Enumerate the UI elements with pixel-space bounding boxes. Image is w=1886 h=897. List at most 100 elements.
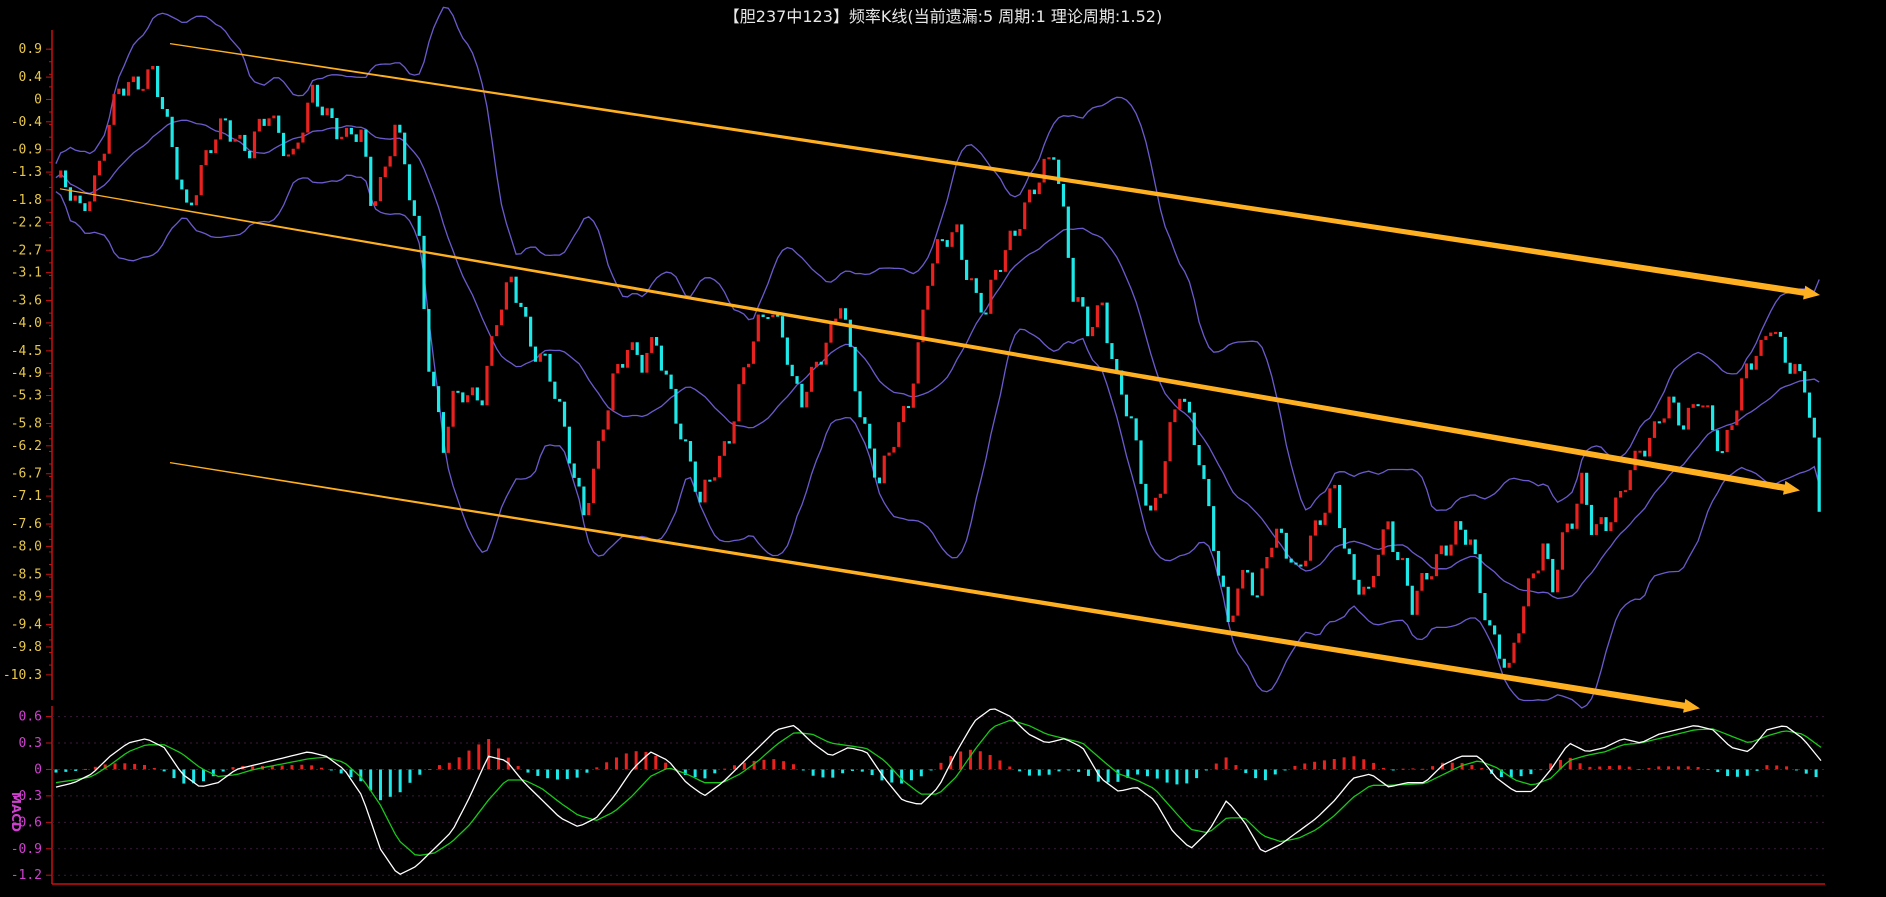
macd-bar-down (388, 769, 392, 797)
candle-up (1691, 404, 1695, 408)
candle-up (141, 88, 145, 91)
candle-up (252, 131, 257, 159)
candle-down (1396, 551, 1400, 561)
candle-up (1420, 572, 1424, 591)
candle-up (238, 134, 242, 139)
candle-up (291, 148, 295, 155)
candle-up (1158, 493, 1162, 498)
macd-bar-up (516, 766, 520, 770)
macd-bar-up (93, 766, 97, 770)
macd-tick-label: 0.3 (19, 736, 42, 751)
candle-up (616, 364, 620, 374)
macd-bar-down (1519, 769, 1523, 777)
candle-up (373, 201, 378, 206)
macd-bar-up (447, 762, 451, 770)
macd-bar-down (909, 769, 913, 781)
candle-up (1323, 512, 1327, 525)
candle-down (853, 346, 857, 392)
candle-down (698, 491, 702, 503)
macd-bar-down (585, 769, 589, 773)
candle-up (1560, 532, 1565, 570)
candle-up (814, 361, 819, 367)
macd-bar-up (437, 765, 441, 770)
macd-bar-up (1676, 766, 1680, 770)
candle-down (243, 134, 247, 151)
macd-bar-up (1617, 765, 1621, 770)
candle-down (1478, 554, 1482, 594)
candle-down (674, 388, 678, 424)
candle-down (848, 319, 852, 347)
candle-up (1618, 490, 1623, 498)
macd-bar-up (939, 762, 943, 770)
macd-bar-up (1381, 767, 1385, 770)
candle-down (1749, 363, 1753, 370)
candle-down (819, 361, 823, 365)
candle-up (1614, 497, 1618, 523)
candle-down (582, 486, 586, 516)
candle-up (93, 175, 97, 202)
candle-down (858, 391, 862, 418)
candle-up (1090, 327, 1095, 337)
candle-down (1187, 401, 1192, 413)
y-tick-label: -2.2 (11, 215, 42, 230)
candle-down (1052, 157, 1056, 160)
macd-bar-up (998, 760, 1002, 770)
y-tick-label: -5.3 (11, 389, 42, 404)
candle-up (490, 336, 494, 366)
candle-up (1580, 472, 1584, 504)
macd-bar-down (1509, 769, 1513, 778)
candle-up (1522, 606, 1526, 634)
candle-up (805, 391, 809, 408)
candle-up (102, 153, 106, 161)
candle-down (1391, 521, 1395, 552)
macd-bar-down (900, 769, 904, 784)
candle-up (1434, 554, 1439, 577)
candle-down (1013, 230, 1017, 236)
candle-down (727, 441, 731, 444)
candle-down (679, 423, 683, 440)
macd-bar-up (1362, 759, 1366, 770)
macd-tick-label: -0.9 (11, 842, 42, 857)
candle-down (349, 127, 353, 135)
candle-up (306, 102, 310, 133)
candle-down (1546, 543, 1550, 559)
macd-bar-down (211, 769, 215, 777)
y-tick-label: -9.4 (11, 618, 42, 633)
macd-bar-up (1470, 764, 1474, 770)
macd-bar-down (1716, 769, 1720, 773)
candle-down (1657, 421, 1661, 424)
macd-bar-down (74, 769, 78, 771)
candle-up (1008, 230, 1012, 251)
macd-bar-up (1224, 757, 1228, 770)
candle-down (1318, 520, 1322, 525)
macd-bar-down (1175, 769, 1179, 785)
candle-down (1463, 529, 1468, 545)
candle-up (1531, 573, 1535, 579)
macd-bar-down (378, 769, 382, 801)
candle-down (1120, 370, 1124, 395)
y-tick-label: -9.8 (11, 640, 42, 655)
candle-down (998, 269, 1003, 272)
macd-bar-down (555, 769, 559, 780)
candle-up (596, 440, 601, 469)
candle-up (1638, 450, 1642, 453)
candle-up (204, 150, 208, 165)
macd-bar-up (762, 759, 766, 770)
candle-up (194, 195, 198, 206)
candle-down (122, 88, 126, 96)
candle-down (1604, 517, 1608, 532)
candle-down (1570, 523, 1574, 529)
macd-tick-label: 0.6 (19, 710, 42, 725)
y-tick-label: -5.8 (11, 416, 42, 431)
candle-up (1178, 398, 1182, 410)
candle-up (591, 468, 596, 504)
macd-bar-down (1096, 769, 1100, 782)
candle-up (732, 421, 736, 444)
macd-bar-down (821, 769, 825, 778)
macd-bar-down (565, 769, 569, 779)
y-tick-label: -10.3 (3, 668, 42, 683)
candle-up (1517, 633, 1521, 643)
candle-up (839, 308, 843, 319)
macd-bar-down (929, 769, 933, 771)
macd-bar-down (339, 769, 343, 774)
